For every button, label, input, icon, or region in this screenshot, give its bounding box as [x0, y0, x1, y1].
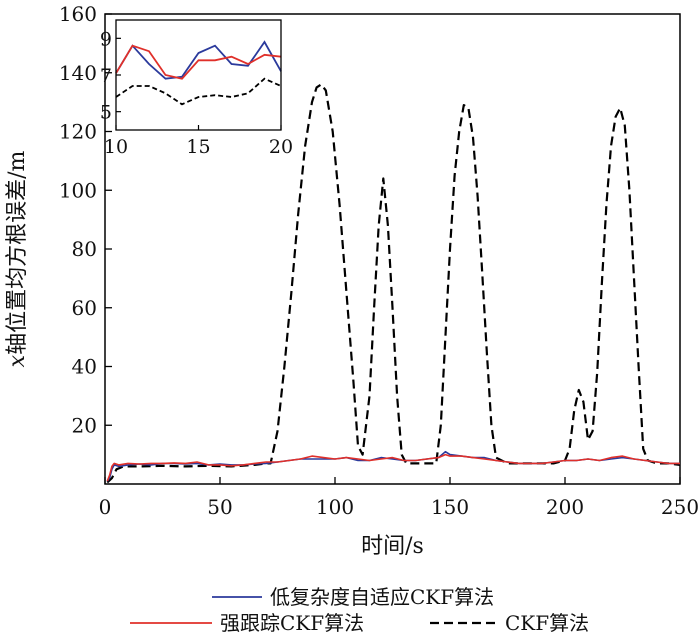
y-tick-label: 120: [59, 120, 97, 144]
main-plot: 0 50 100 150 200 250 20 40 60 80 100 120 140 160: [59, 2, 699, 519]
legend-label-series-2: CKF算法: [505, 611, 589, 635]
y-tick-label: 100: [59, 178, 97, 202]
inset-background: [116, 20, 281, 130]
inset-x-tick-label: 20: [269, 136, 293, 158]
x-axis-title: 时间/s: [361, 534, 424, 559]
inset-y-tick-label: 5: [100, 102, 112, 124]
x-tick-label: 250: [661, 495, 699, 519]
x-tick-label: 100: [316, 495, 354, 519]
y-tick-label: 80: [72, 237, 97, 261]
x-tick-label: 0: [99, 495, 112, 519]
inset-x-tick-label: 15: [186, 136, 210, 158]
x-tick-label: 200: [546, 495, 584, 519]
y-tick-label: 140: [59, 61, 97, 85]
x-tick-label: 50: [207, 495, 232, 519]
y-tick-label: 160: [59, 2, 97, 26]
line-series-0: [106, 450, 680, 482]
y-axis-title-rest: 轴位置均方根误差/m: [5, 151, 30, 355]
x-tick-label: 150: [431, 495, 469, 519]
y-tick-label: 20: [72, 413, 97, 437]
inset-line-series-2: [115, 77, 282, 106]
legend-label-series-1: 强跟踪CKF算法: [220, 611, 364, 635]
inset-y-tick-label: 7: [100, 65, 112, 87]
inset-y-axis-ticks: 5 7 9: [100, 28, 121, 124]
y-tick-label: 60: [72, 296, 97, 320]
inset-line-series-0: [115, 40, 282, 80]
line-series-1: [106, 453, 680, 482]
inset-x-tick-label: 10: [104, 136, 128, 158]
inset-line-series-1: [115, 44, 282, 80]
inset-y-tick-label: 9: [100, 28, 112, 50]
y-axis-ticks: 20 40 60 80 100 120 140 160: [59, 2, 112, 437]
legend-label-series-0: 低复杂度自适应CKF算法: [270, 585, 494, 609]
y-axis-title-italic: x: [5, 354, 30, 367]
inset-x-axis-ticks: 10 15 20: [104, 125, 293, 158]
main-series-group: [106, 83, 681, 484]
x-axis-ticks: 0 50 100 150 200 250: [99, 477, 699, 519]
inset-plot: 10 15 20 5 7 9: [100, 19, 293, 158]
y-tick-label: 40: [72, 355, 97, 379]
line-series-2: [106, 83, 681, 484]
y-axis-title: x轴位置均方根误差/m: [5, 151, 30, 368]
inset-series-group: [115, 40, 282, 106]
